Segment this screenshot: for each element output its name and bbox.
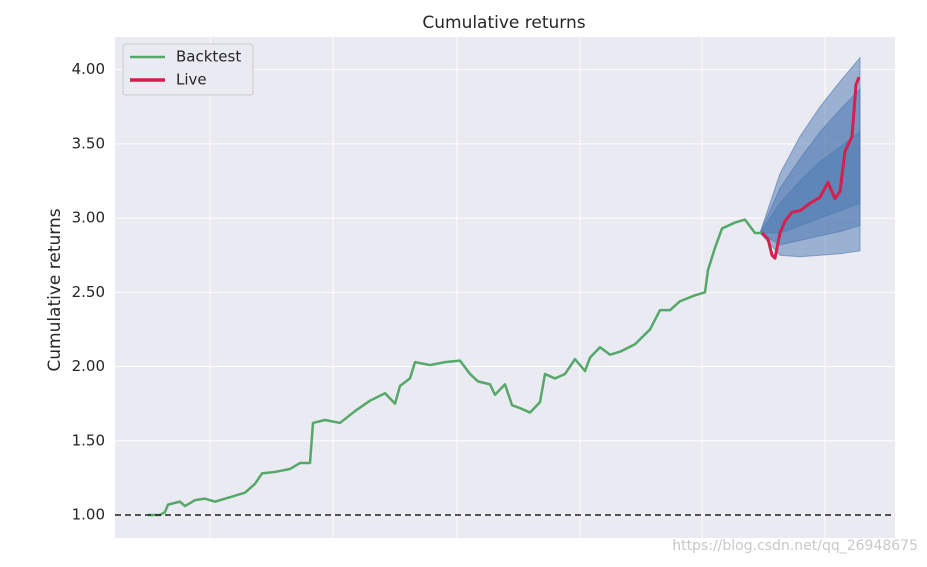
plot-area	[115, 37, 895, 538]
y-axis-label: Cumulative returns	[45, 208, 65, 371]
series-line	[148, 218, 762, 517]
y-tick-label: 2.50	[72, 283, 105, 301]
series-line	[760, 76, 861, 260]
y-tick-label: 4.00	[72, 60, 105, 78]
legend-label: Backtest	[176, 48, 241, 66]
cone-band	[759, 131, 861, 234]
y-tick-label: 2.00	[72, 357, 105, 375]
y-tick-label: 3.50	[72, 134, 105, 152]
chart-title: Cumulative returns	[422, 13, 585, 33]
y-tick-label: 1.00	[72, 505, 105, 523]
legend-label: Live	[176, 71, 207, 89]
y-tick-label: 1.50	[72, 431, 105, 449]
watermark: https://blog.csdn.net/qq_26948675	[672, 538, 918, 554]
y-tick-label: 3.00	[72, 209, 105, 227]
